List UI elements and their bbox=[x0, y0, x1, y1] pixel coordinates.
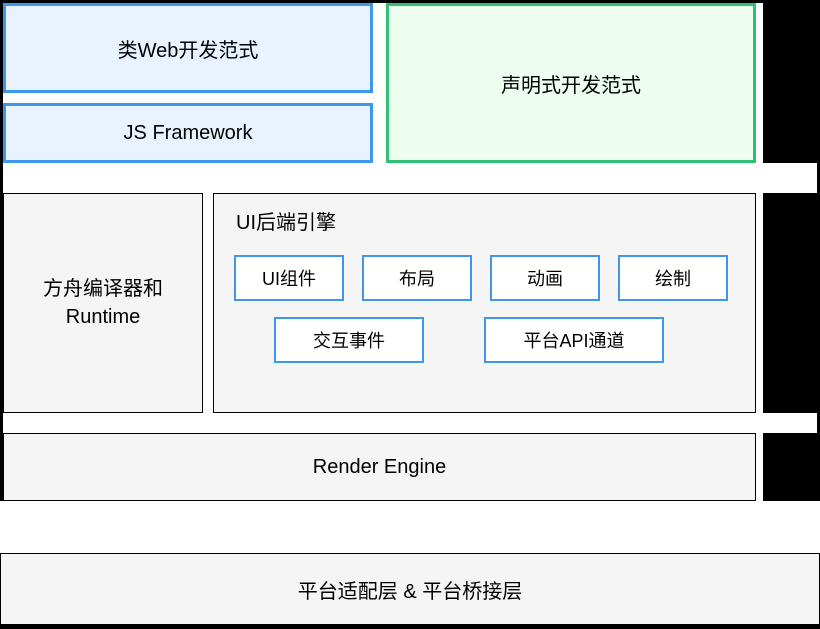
web-paradigm-box: 类Web开发范式 bbox=[3, 3, 373, 93]
platform-layer-box: 平台适配层 & 平台桥接层 bbox=[0, 553, 820, 625]
spacer bbox=[373, 3, 386, 165]
ark-compiler-box: 方舟编译器和 Runtime bbox=[3, 193, 203, 413]
draw-box: 绘制 bbox=[618, 255, 728, 301]
interaction-event-box: 交互事件 bbox=[274, 317, 424, 363]
ui-backend-row-1: UI组件 布局 动画 绘制 bbox=[234, 255, 735, 301]
ui-backend-title: UI后端引擎 bbox=[236, 206, 735, 235]
render-engine-label: Render Engine bbox=[313, 456, 446, 479]
ui-component-box: UI组件 bbox=[234, 255, 344, 301]
declarative-paradigm-box: 声明式开发范式 bbox=[386, 3, 756, 163]
ui-backend-row-2: 交互事件 平台API通道 bbox=[234, 317, 735, 363]
interaction-event-label: 交互事件 bbox=[313, 331, 385, 351]
js-framework-box: JS Framework bbox=[3, 103, 373, 163]
spacer bbox=[203, 193, 213, 413]
spacer bbox=[756, 193, 763, 503]
ui-backend-box: UI后端引擎 UI组件 布局 动画 绘制 交互事件 平台API通道 bbox=[213, 193, 756, 413]
web-paradigm-label: 类Web开发范式 bbox=[118, 34, 259, 63]
spacer bbox=[756, 3, 763, 165]
draw-label: 绘制 bbox=[655, 269, 691, 289]
platform-api-label: 平台API通道 bbox=[523, 331, 624, 351]
spacer bbox=[3, 163, 817, 193]
js-framework-label: JS Framework bbox=[124, 122, 253, 145]
layout-box: 布局 bbox=[362, 255, 472, 301]
layout-label: 布局 bbox=[399, 269, 435, 289]
diagram-container: 类Web开发范式 JS Framework 声明式开发范式 方舟编译器和 Run… bbox=[0, 0, 820, 629]
ui-component-label: UI组件 bbox=[262, 269, 316, 289]
ark-compiler-label: 方舟编译器和 Runtime bbox=[43, 275, 163, 331]
spacer bbox=[3, 93, 375, 103]
platform-api-box: 平台API通道 bbox=[484, 317, 664, 363]
declarative-paradigm-label: 声明式开发范式 bbox=[501, 69, 641, 98]
render-engine-box: Render Engine bbox=[3, 433, 756, 501]
spacer bbox=[3, 413, 817, 433]
spacer bbox=[0, 501, 820, 553]
platform-layer-label: 平台适配层 & 平台桥接层 bbox=[298, 575, 522, 604]
animation-box: 动画 bbox=[490, 255, 600, 301]
animation-label: 动画 bbox=[527, 269, 563, 289]
